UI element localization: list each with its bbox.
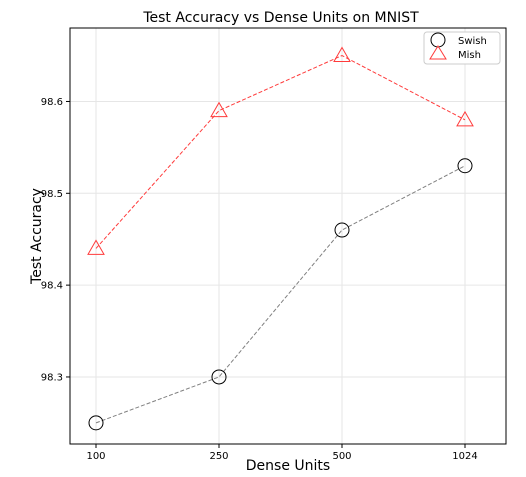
x-tick-label: 500 <box>332 451 351 462</box>
legend-box <box>423 31 501 65</box>
swish-data-point <box>211 369 227 385</box>
legend-mish-marker <box>429 45 447 60</box>
y-tick-label: 98.5 <box>41 189 63 200</box>
grid-lines <box>70 28 506 444</box>
swish-data-point <box>88 415 104 431</box>
legend-swish-label: Swish <box>458 36 487 47</box>
plot-area-frame <box>69 27 507 445</box>
legend-swish-marker <box>430 32 446 48</box>
y-tick-label: 98.6 <box>41 97 63 108</box>
mish-data-point <box>210 101 228 118</box>
swish-series-line <box>95 165 466 424</box>
x-tick-label: 100 <box>86 451 105 462</box>
mish-data-point <box>456 110 474 127</box>
y-tick-label: 98.3 <box>41 372 63 383</box>
legend: Swish Mish <box>423 31 501 65</box>
swish-data-point <box>457 158 473 174</box>
y-axis-label: Test Accuracy <box>29 188 45 285</box>
x-tick-label: 250 <box>209 451 228 462</box>
mish-data-point <box>333 46 351 63</box>
mish-data-point <box>87 239 105 255</box>
chart-title: Test Accuracy vs Dense Units on MNIST <box>142 10 419 26</box>
x-axis-label: Dense Units <box>246 458 330 474</box>
swish-data-point <box>334 222 350 238</box>
mish-series-line <box>95 54 466 249</box>
x-tick-label: 1024 <box>452 451 477 462</box>
series-layer <box>87 46 474 431</box>
legend-mish-label: Mish <box>458 50 481 61</box>
y-tick-label: 98.4 <box>41 281 63 292</box>
ticks-layer: 100 250 500 1024 98.3 98.4 98.5 98.6 <box>41 97 478 462</box>
